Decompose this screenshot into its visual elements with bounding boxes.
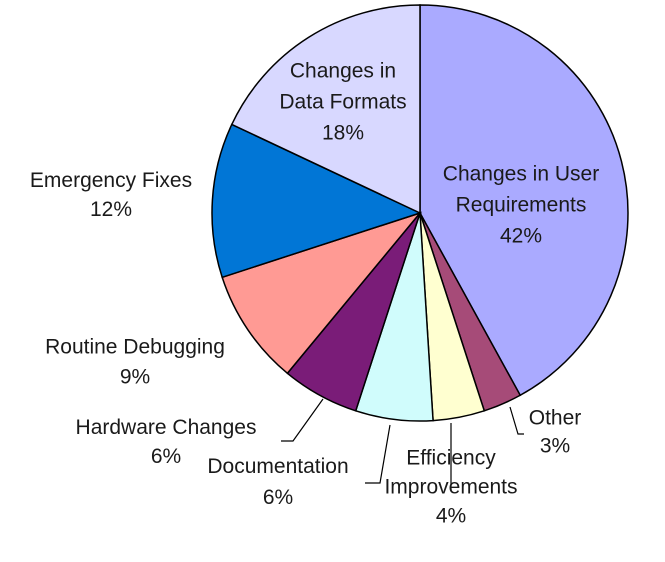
slice-name-label-7: Changes in: [290, 60, 396, 83]
slice-percent-label-2: 4%: [436, 505, 466, 528]
slice-name-label-4: Hardware Changes: [76, 416, 257, 439]
slice-name-label-7: Data Formats: [279, 91, 406, 114]
slice-percent-label-7: 18%: [322, 122, 364, 145]
slice-labels: Changes in User Requirements 42% Other 3% Eff…: [30, 60, 599, 528]
slice-name-label-5: Routine Debugging: [45, 336, 225, 359]
pie-slice-6: [211, 123, 423, 279]
slice-percent-label-0: 42%: [500, 225, 542, 248]
slice-name-label-1: Other: [529, 407, 582, 430]
pie-slice-5: [221, 211, 423, 375]
leader-lines: [281, 398, 524, 490]
slice-percent-label-6: 12%: [90, 198, 132, 221]
slice-percent-label-5: 9%: [120, 366, 150, 389]
slice-name-label-0: Changes in User: [443, 163, 599, 186]
slice-name-label-2: Efficiency: [406, 447, 496, 470]
pie-slice-0: [419, 4, 629, 397]
leader-line-1: [509, 406, 524, 435]
slice-name-label-0: Requirements: [456, 194, 587, 217]
slice-name-label-3: Documentation: [207, 455, 348, 478]
pie-slice-7: [230, 4, 421, 215]
leader-line-3: [365, 424, 391, 484]
slice-name-label-6: Emergency Fixes: [30, 169, 192, 192]
slice-percent-label-1: 3%: [540, 435, 570, 458]
slice-name-label-2: Improvements: [384, 476, 517, 499]
pie-slices: [211, 4, 629, 422]
slice-percent-label-4: 6%: [151, 445, 181, 468]
leader-line-4: [281, 398, 324, 442]
slice-percent-label-3: 6%: [263, 486, 293, 509]
